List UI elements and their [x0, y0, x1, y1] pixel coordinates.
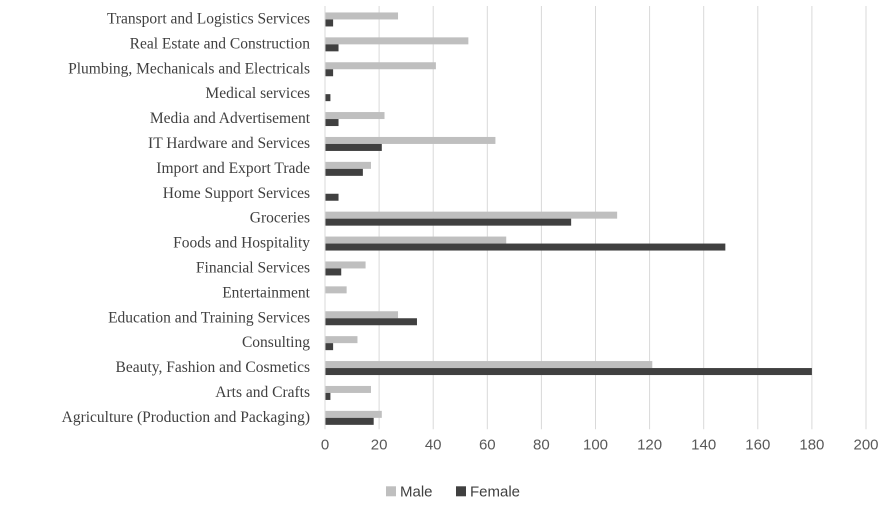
bar-female-4 — [325, 119, 339, 127]
bar-male-8 — [325, 211, 618, 219]
category-label: IT Hardware and Services — [148, 135, 310, 152]
category-label: Financial Services — [196, 259, 310, 276]
bar-female-9 — [325, 243, 726, 251]
bar-female-8 — [325, 218, 572, 226]
x-tick-label: 40 — [425, 436, 442, 453]
bar-female-7 — [325, 193, 339, 201]
bar-male-12 — [325, 311, 399, 319]
x-tick-label: 0 — [321, 436, 329, 453]
category-label: Home Support Services — [163, 185, 310, 202]
bar-male-10 — [325, 261, 366, 269]
x-tick-label: 60 — [479, 436, 496, 453]
bar-female-14 — [325, 368, 812, 376]
bar-female-3 — [325, 94, 331, 102]
bar-male-2 — [325, 62, 436, 70]
x-tick-label: 180 — [799, 436, 824, 453]
legend-swatch-male — [386, 486, 396, 497]
bar-male-5 — [325, 136, 496, 144]
category-label: Plumbing, Mechanicals and Electricals — [68, 60, 310, 77]
x-tick-label: 80 — [533, 436, 550, 453]
bar-male-14 — [325, 361, 653, 369]
legend-swatch-female — [456, 486, 466, 497]
x-tick-labels: 0 20 40 60 80 100 120 140 160 180 200 — [321, 436, 879, 453]
bar-male-0 — [325, 12, 399, 20]
bar-female-16 — [325, 417, 374, 425]
category-label: Groceries — [250, 210, 310, 227]
x-tick-label: 100 — [583, 436, 608, 453]
bar-female-5 — [325, 143, 382, 151]
bar-female-15 — [325, 392, 331, 400]
category-label: Media and Advertisement — [150, 110, 311, 127]
x-tick-label: 200 — [853, 436, 878, 453]
category-label: Arts and Crafts — [215, 384, 310, 401]
category-label: Education and Training Services — [108, 309, 310, 326]
category-label: Import and Export Trade — [156, 160, 310, 177]
bar-female-1 — [325, 44, 339, 52]
bar-male-4 — [325, 112, 385, 120]
bar-female-13 — [325, 343, 334, 351]
bar-male-1 — [325, 37, 469, 45]
category-label: Consulting — [242, 334, 310, 351]
x-tick-label: 120 — [637, 436, 662, 453]
bar-male-6 — [325, 161, 371, 169]
bar-male-16 — [325, 410, 382, 418]
legend-label-female: Female — [470, 483, 520, 500]
bar-female-6 — [325, 168, 363, 176]
bar-female-2 — [325, 69, 334, 77]
category-labels: Transport and Logistics Services Real Est… — [62, 10, 311, 425]
legend: Male Female — [386, 483, 520, 500]
bar-female-12 — [325, 318, 417, 326]
bar-male-15 — [325, 385, 371, 393]
bar-male-11 — [325, 286, 347, 294]
category-label: Entertainment — [222, 284, 310, 301]
category-label: Real Estate and Construction — [130, 35, 311, 52]
bar-female-10 — [325, 268, 342, 276]
bars — [325, 12, 812, 425]
bar-female-0 — [325, 19, 334, 27]
x-tick-label: 140 — [691, 436, 716, 453]
bar-male-9 — [325, 236, 507, 244]
x-tick-label: 160 — [745, 436, 770, 453]
legend-label-male: Male — [400, 483, 433, 500]
category-label: Medical services — [205, 85, 310, 102]
category-label: Agriculture (Production and Packaging) — [62, 409, 310, 426]
category-label: Beauty, Fashion and Cosmetics — [116, 359, 310, 376]
category-label: Foods and Hospitality — [173, 235, 310, 252]
bar-male-13 — [325, 336, 358, 344]
category-label: Transport and Logistics Services — [107, 10, 310, 27]
x-tick-label: 20 — [371, 436, 388, 453]
